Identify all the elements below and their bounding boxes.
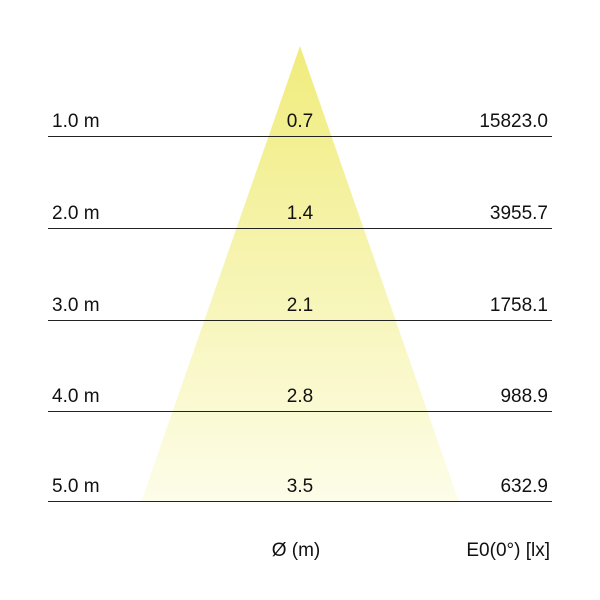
diameter-value: 1.4: [286, 203, 314, 224]
distance-label: 2.0 m: [52, 203, 100, 224]
distance-line: [48, 135, 552, 137]
illuminance-value: 3955.7: [489, 203, 548, 224]
illuminance-value: 988.9: [500, 386, 548, 407]
distance-row: 2.0 m 1.4 3955.7: [48, 203, 552, 229]
distance-row: 3.0 m 2.1 1758.1: [48, 295, 552, 321]
distance-line: [48, 410, 552, 412]
distance-row: 1.0 m 0.7 15823.0: [48, 111, 552, 137]
distance-line: [48, 500, 552, 502]
distance-row: 4.0 m 2.8 988.9: [48, 386, 552, 412]
diameter-value: 2.1: [286, 295, 314, 316]
illuminance-value: 1758.1: [489, 295, 548, 316]
distance-label: 5.0 m: [52, 476, 100, 497]
distance-label: 1.0 m: [52, 111, 100, 132]
diameter-value: 0.7: [286, 111, 314, 132]
diameter-column-label: Ø (m): [271, 540, 321, 561]
distance-line: [48, 227, 552, 229]
illuminance-column-label: E0(0°) [lx]: [466, 540, 550, 561]
distance-label: 4.0 m: [52, 386, 100, 407]
diameter-value: 2.8: [286, 386, 314, 407]
distance-row: 5.0 m 3.5 632.9: [48, 476, 552, 502]
distance-label: 3.0 m: [52, 295, 100, 316]
illuminance-value: 15823.0: [479, 111, 548, 132]
diameter-value: 3.5: [286, 476, 314, 497]
illuminance-value: 632.9: [500, 476, 548, 497]
distance-line: [48, 319, 552, 321]
beam-cone: [141, 46, 459, 502]
